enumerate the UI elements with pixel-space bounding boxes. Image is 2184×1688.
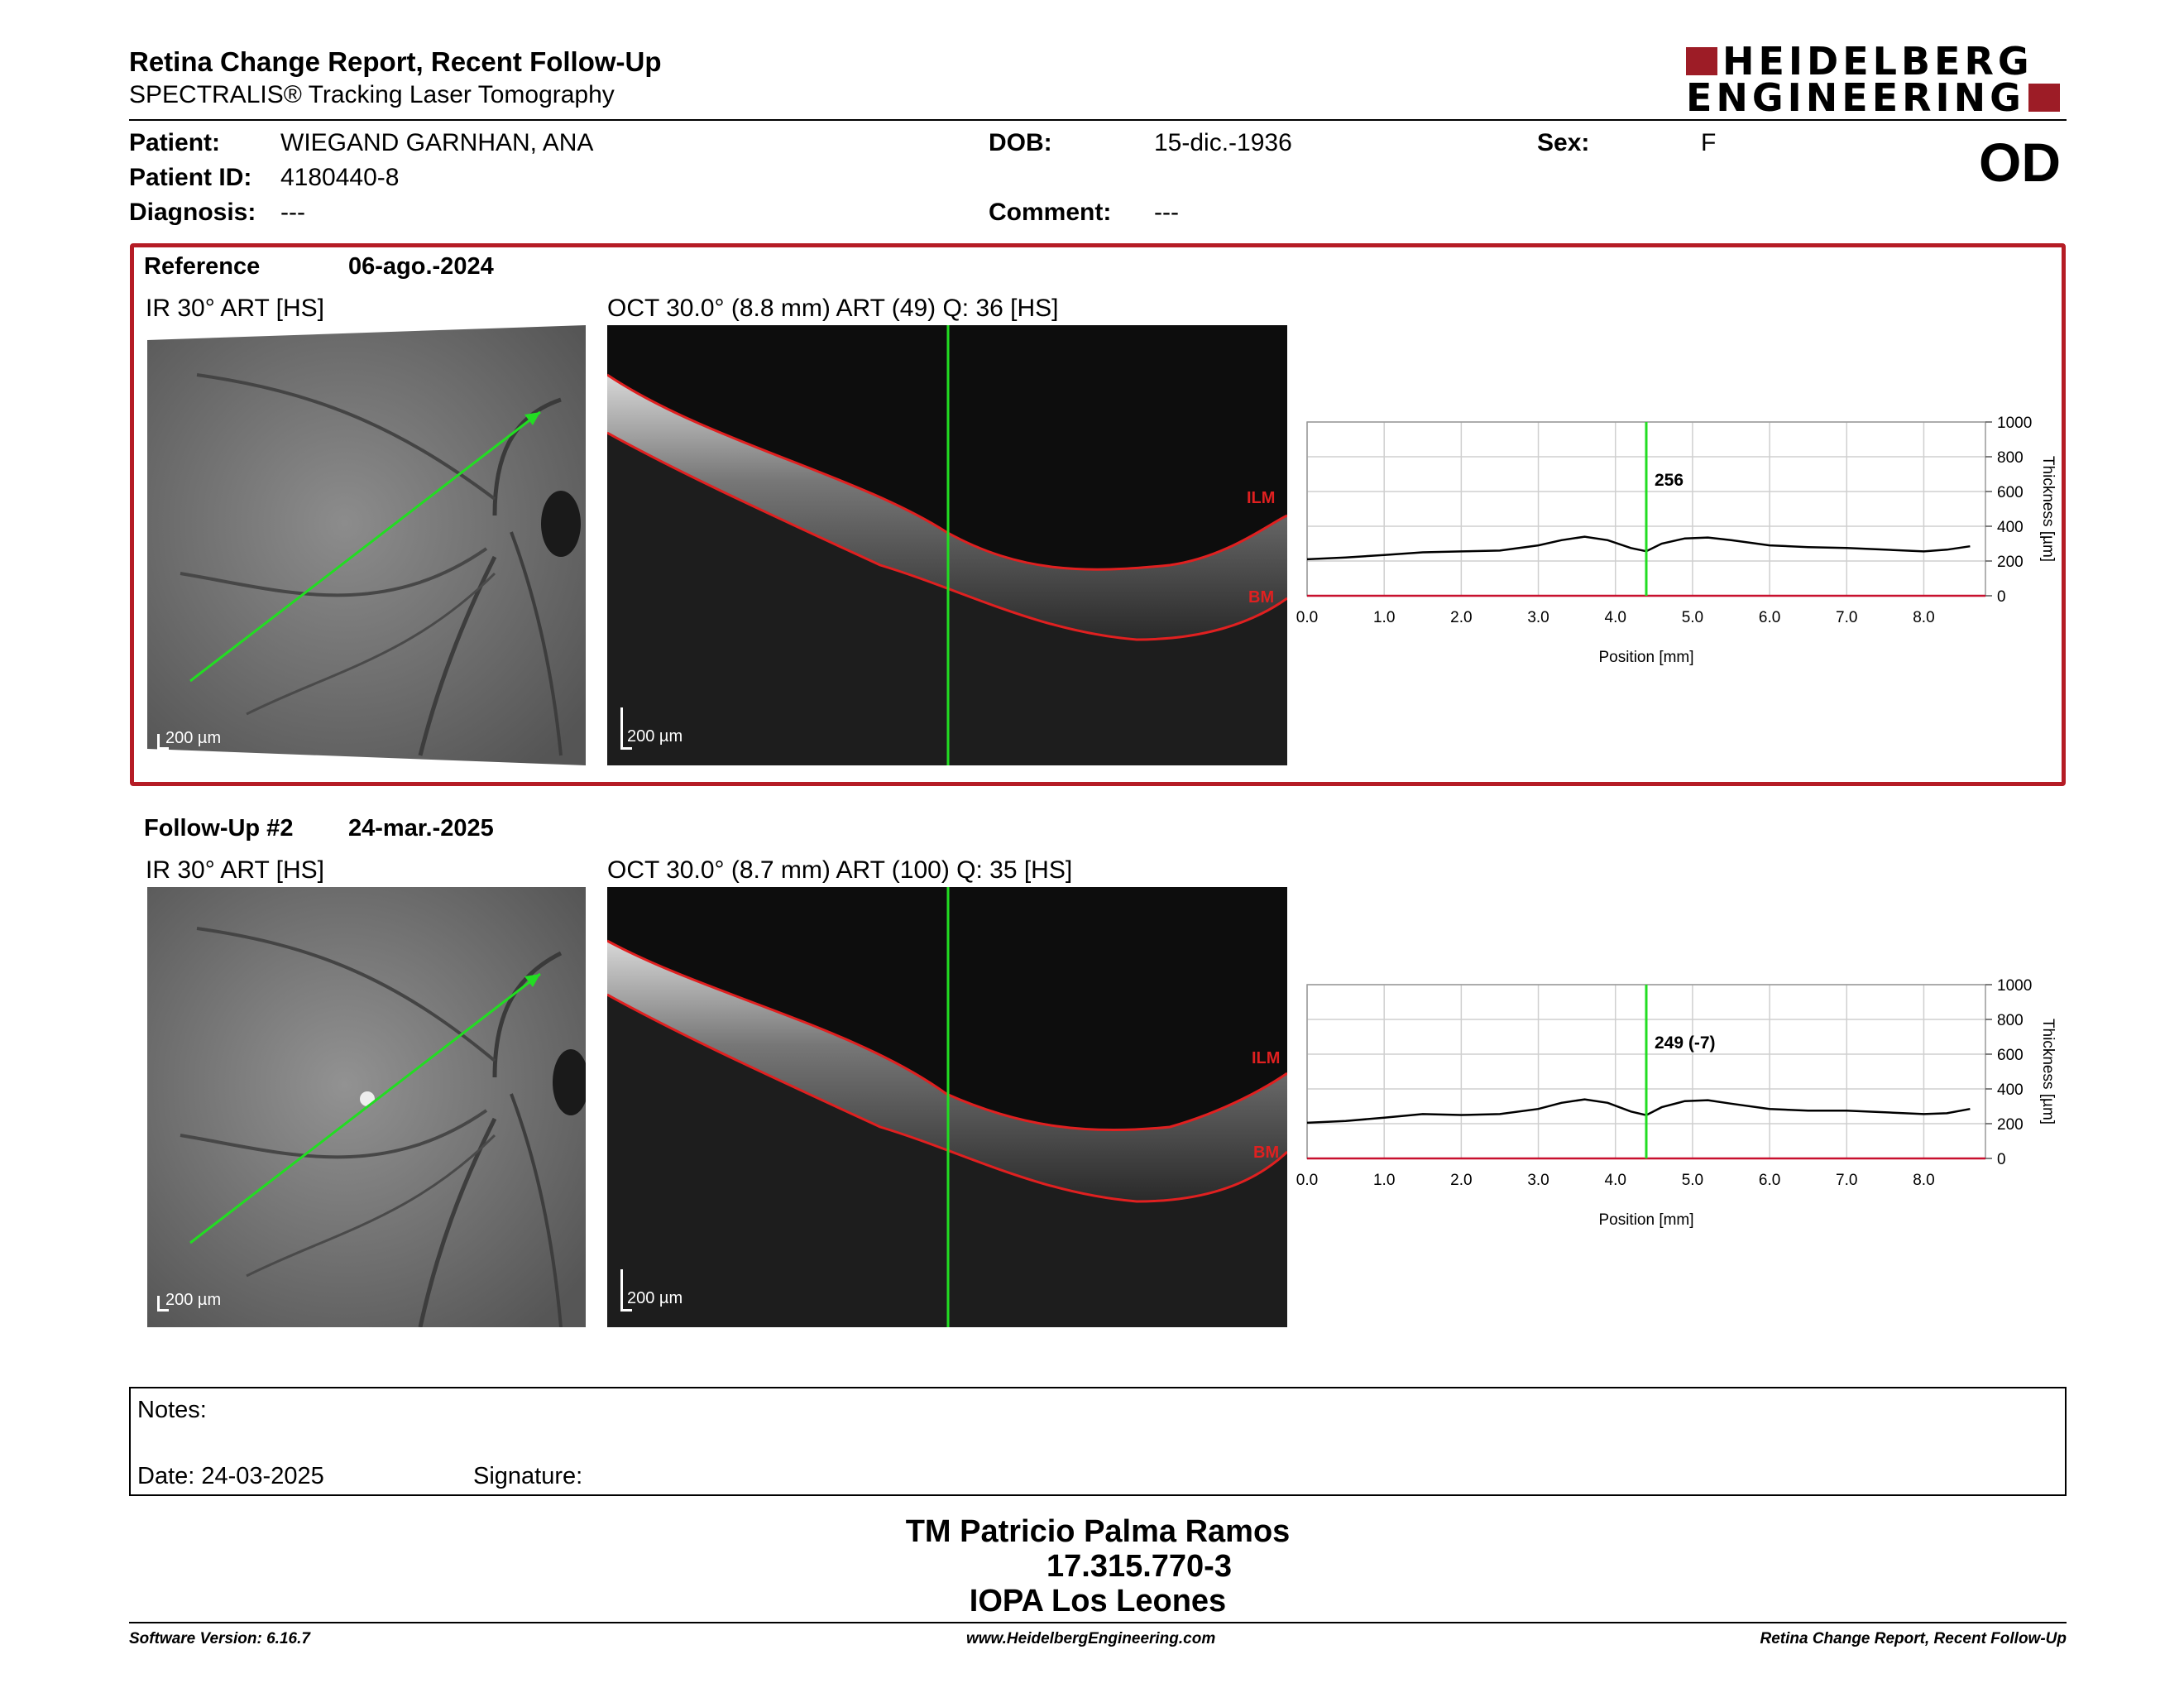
reference-oct-title: OCT 30.0° (8.8 mm) ART (49) Q: 36 [HS]: [607, 295, 1059, 322]
reference-ir-scale: 200 µm: [165, 729, 222, 747]
followup-ir-scale-bar: [157, 1296, 160, 1311]
y-tick-label: 1000: [1997, 415, 2032, 432]
followup-thickness-chart: 0.0 1.0 2.0 3.0 4.0 5.0 6.0 7.0 8.0 0 200 400 600 800…: [1296, 977, 2057, 1229]
y-tick-label: 1000: [1997, 977, 2032, 995]
footer-rule: [129, 1622, 2067, 1623]
followup-label: Follow-Up #2: [144, 815, 294, 842]
signatory-org: IOPA Los Leones: [969, 1584, 1227, 1618]
reference-ir-fundus-image: 200 µm: [147, 325, 586, 765]
x-tick-label: 4.0: [1605, 1172, 1626, 1189]
y-axis-label: Thickness [µm]: [2039, 1019, 2057, 1125]
x-tick-label: 7.0: [1836, 609, 1857, 626]
software-version: Software Version: 6.16.7: [129, 1630, 310, 1647]
x-tick-label: 8.0: [1913, 609, 1934, 626]
patient-name: WIEGAND GARNHAN, ANA: [280, 129, 594, 156]
x-tick-label: 5.0: [1682, 1172, 1703, 1189]
x-tick-label: 3.0: [1527, 1172, 1549, 1189]
y-tick-label: 0: [1997, 588, 2006, 606]
followup-bm-label: BM: [1253, 1144, 1280, 1162]
reference-thickness-chart: 0.0 1.0 2.0 3.0 4.0 5.0 6.0 7.0 8.0 0 200 400 600 800…: [1296, 415, 2057, 666]
x-tick-label: 6.0: [1759, 609, 1780, 626]
reference-oct-scale-bar: [620, 707, 623, 749]
reference-label: Reference: [144, 253, 261, 280]
signature-label: Signature:: [473, 1463, 583, 1489]
x-tick-label: 1.0: [1373, 609, 1395, 626]
y-tick-label: 600: [1997, 1047, 2024, 1064]
eye-indicator: OD: [1979, 132, 2061, 193]
followup-date: 24-mar.-2025: [348, 815, 494, 842]
reference-date: 06-ago.-2024: [348, 253, 494, 280]
reference-bm-label: BM: [1248, 588, 1275, 607]
logo-square-icon: [2028, 84, 2060, 112]
reference-ir-title: IR 30° ART [HS]: [146, 295, 324, 322]
followup-oct-scale-bar: [620, 1269, 623, 1311]
patient-id-value: 4180440-8: [280, 164, 400, 191]
header-rule: [129, 119, 2067, 121]
thickness-series-line: [1306, 1098, 1971, 1125]
notes-box: Notes: Date: 24-03-2025 Signature:: [129, 1387, 2067, 1496]
logo-square-icon: [1686, 47, 1717, 75]
x-tick-label: 8.0: [1913, 1172, 1934, 1189]
reference-ilm-label: ILM: [1247, 489, 1276, 507]
reference-oct-bscan-image: ILM BM 200 µm: [607, 325, 1287, 765]
dob-label: DOB:: [989, 129, 1052, 156]
marker-value-label: 256: [1655, 471, 1684, 490]
x-axis-label: Position [mm]: [1598, 1211, 1693, 1229]
diagnosis-label: Diagnosis:: [129, 199, 256, 226]
x-axis-label: Position [mm]: [1598, 649, 1693, 666]
comment-label: Comment:: [989, 199, 1112, 226]
followup-oct-bscan-image: ILM BM 200 µm: [607, 887, 1287, 1327]
y-tick-label: 0: [1997, 1151, 2006, 1168]
y-tick-label: 800: [1997, 449, 2024, 467]
y-tick-label: 800: [1997, 1012, 2024, 1029]
y-tick-label: 200: [1997, 1116, 2024, 1134]
followup-ir-title: IR 30° ART [HS]: [146, 856, 324, 884]
report-title: Retina Change Report, Recent Follow-Up: [129, 46, 662, 77]
x-tick-label: 5.0: [1682, 609, 1703, 626]
x-tick-label: 0.0: [1296, 609, 1318, 626]
signatory-name: TM Patricio Palma Ramos: [905, 1514, 1291, 1549]
logo-line-2: ENGINEERING: [1686, 75, 2025, 120]
followup-oct-scale: 200 µm: [627, 1289, 683, 1307]
notes-label: Notes:: [137, 1397, 207, 1423]
followup-oct-title: OCT 30.0° (8.7 mm) ART (100) Q: 35 [HS]: [607, 856, 1073, 884]
y-tick-label: 600: [1997, 484, 2024, 501]
comment-value: ---: [1154, 199, 1179, 226]
logo-line-1: HEIDELBERG: [1722, 39, 2033, 84]
thickness-series-line: [1306, 535, 1971, 561]
x-tick-label: 7.0: [1836, 1172, 1857, 1189]
x-tick-label: 6.0: [1759, 1172, 1780, 1189]
x-tick-label: 4.0: [1605, 609, 1626, 626]
sex-value: F: [1701, 129, 1717, 156]
report-subtitle: SPECTRALIS® Tracking Laser Tomography: [129, 81, 615, 108]
followup-ir-fundus-image: 200 µm: [147, 887, 586, 1327]
x-tick-label: 3.0: [1527, 609, 1549, 626]
website: www.HeidelbergEngineering.com: [966, 1630, 1216, 1647]
reference-section-box: [130, 243, 2066, 786]
sex-label: Sex:: [1537, 129, 1590, 156]
followup-ir-scale: 200 µm: [165, 1291, 222, 1309]
footer-report-name: Retina Change Report, Recent Follow-Up: [1760, 1630, 2067, 1647]
reference-oct-scale: 200 µm: [627, 727, 683, 746]
signatory-id: 17.315.770-3: [1046, 1549, 1232, 1584]
y-tick-label: 200: [1997, 554, 2024, 571]
marker-value-label: 249 (-7): [1655, 1033, 1716, 1053]
x-tick-label: 0.0: [1296, 1172, 1318, 1189]
y-axis-label: Thickness [µm]: [2039, 456, 2057, 562]
y-tick-label: 400: [1997, 1081, 2024, 1099]
x-tick-label: 2.0: [1450, 609, 1472, 626]
patient-id-label: Patient ID:: [129, 164, 252, 191]
notes-date: Date: 24-03-2025: [137, 1463, 324, 1489]
x-tick-label: 1.0: [1373, 1172, 1395, 1189]
x-tick-label: 2.0: [1450, 1172, 1472, 1189]
diagnosis-value: ---: [280, 199, 305, 226]
y-tick-label: 400: [1997, 519, 2024, 536]
patient-label: Patient:: [129, 129, 221, 156]
dob-value: 15-dic.-1936: [1154, 129, 1292, 156]
followup-ilm-label: ILM: [1252, 1049, 1281, 1067]
reference-ir-scale-bar: [157, 734, 160, 749]
